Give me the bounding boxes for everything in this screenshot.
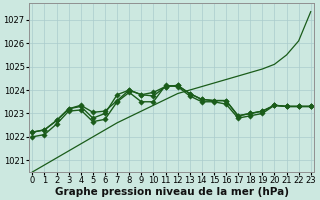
X-axis label: Graphe pression niveau de la mer (hPa): Graphe pression niveau de la mer (hPa) bbox=[55, 187, 289, 197]
